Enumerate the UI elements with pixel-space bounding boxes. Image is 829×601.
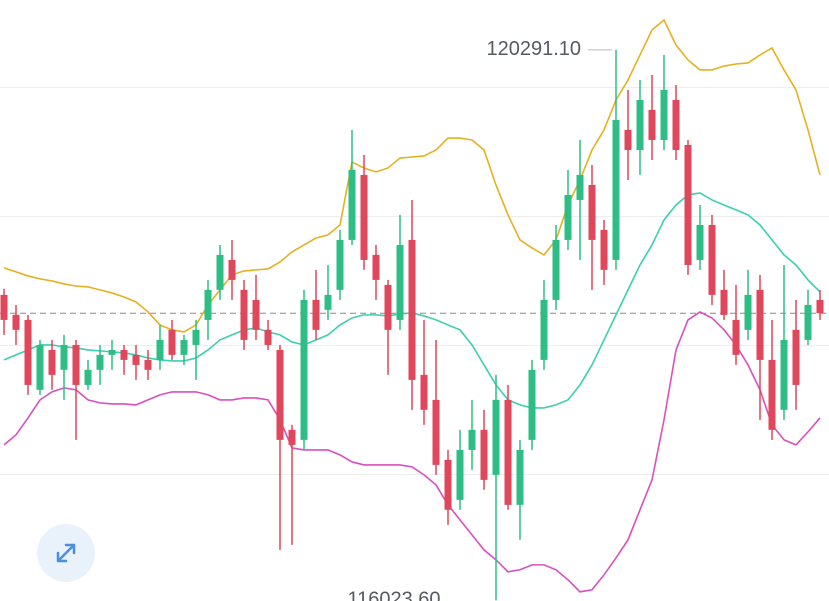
candle-body <box>192 329 200 345</box>
candle-body <box>540 299 548 360</box>
candle-body <box>84 369 92 385</box>
candle-body <box>744 294 752 330</box>
candle-body <box>24 319 32 385</box>
candle-body <box>816 299 824 314</box>
candle-body <box>624 129 632 151</box>
candle-body <box>468 429 476 450</box>
candle-body <box>156 339 164 360</box>
candle-body <box>804 304 812 340</box>
candle-body <box>504 399 512 505</box>
candle-body <box>576 174 584 200</box>
candle-body <box>588 184 596 240</box>
candle-body <box>0 294 8 320</box>
candle-body <box>252 299 260 330</box>
candle-body <box>288 429 296 445</box>
candle-body <box>300 299 308 440</box>
candle-body <box>204 289 212 320</box>
candle-body <box>636 99 644 151</box>
candle-body <box>756 289 764 360</box>
candle-body <box>444 459 452 510</box>
candle-body <box>96 354 104 370</box>
candle-body <box>348 169 356 240</box>
band-line <box>3 310 821 593</box>
candle-body <box>684 144 692 265</box>
candle-body <box>120 349 128 360</box>
candle-body <box>36 344 44 390</box>
candle-body <box>792 329 800 385</box>
candle-body <box>456 449 464 500</box>
candle-body <box>564 194 572 240</box>
plot: 120291.10 116023.60 <box>0 18 829 601</box>
candle-body <box>180 339 188 355</box>
high-label: 120291.10 <box>486 38 581 60</box>
candle-body <box>696 224 704 260</box>
candle-body <box>432 399 440 465</box>
candle-body <box>336 239 344 290</box>
candle-body <box>372 254 380 280</box>
candle-body <box>144 359 152 370</box>
candle-body <box>216 254 224 290</box>
candle-body <box>708 224 716 295</box>
candle-body <box>552 239 560 300</box>
candle-body <box>264 329 272 345</box>
candle-body <box>324 294 332 310</box>
candle-body <box>660 89 668 140</box>
candle-body <box>396 244 404 320</box>
candle-body <box>384 284 392 330</box>
candle-body <box>672 99 680 151</box>
candle-body <box>48 349 56 375</box>
candle-body <box>516 449 524 505</box>
candle-body <box>732 319 740 355</box>
low-label: 116023.60 <box>347 589 440 601</box>
expand-icon[interactable] <box>56 543 76 563</box>
candle-body <box>528 369 536 440</box>
expand-button[interactable] <box>37 524 95 582</box>
candle-body <box>420 374 428 410</box>
candle-body <box>108 349 116 355</box>
candle-body <box>60 344 68 370</box>
candle-body <box>612 119 620 260</box>
candle-body <box>492 399 500 475</box>
candle-body <box>720 289 728 315</box>
candle-body <box>132 354 140 365</box>
candle-body <box>168 329 176 355</box>
candle-body <box>600 229 608 270</box>
candle-body <box>228 259 236 280</box>
candle-body <box>480 429 488 480</box>
candle-body <box>360 174 368 260</box>
candle-body <box>780 339 788 410</box>
candle-body <box>768 359 776 430</box>
candle-body <box>240 289 248 340</box>
candle-body <box>408 239 416 380</box>
candle-body <box>72 344 80 385</box>
candle-body <box>12 314 20 330</box>
candle-body <box>312 299 320 330</box>
band-line <box>3 18 821 333</box>
candle-body <box>276 349 284 440</box>
candle-body <box>648 109 656 140</box>
